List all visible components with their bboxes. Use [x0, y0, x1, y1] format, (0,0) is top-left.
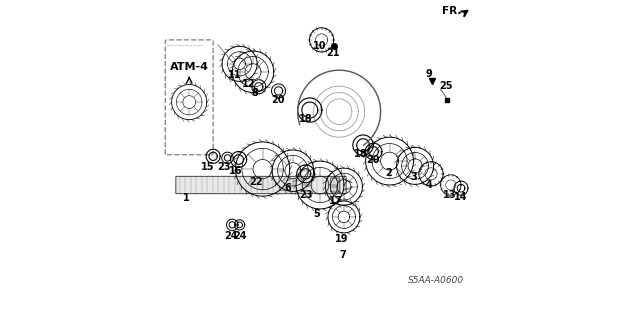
Text: 5: 5 [313, 209, 319, 219]
Text: 15: 15 [201, 162, 214, 172]
Text: 12: 12 [242, 79, 255, 89]
Text: S5AA-A0600: S5AA-A0600 [408, 276, 465, 285]
Text: 24: 24 [225, 231, 238, 241]
Text: 13: 13 [444, 190, 457, 200]
Text: 21: 21 [326, 48, 339, 58]
Text: 7: 7 [340, 250, 346, 260]
Text: 4: 4 [426, 180, 433, 190]
Text: ATM-4: ATM-4 [170, 62, 209, 72]
Text: 6: 6 [285, 183, 291, 193]
Text: 1: 1 [182, 193, 189, 203]
Text: FR.: FR. [442, 6, 461, 17]
Text: 3: 3 [410, 172, 417, 182]
Text: 8: 8 [251, 88, 258, 98]
Text: 17: 17 [328, 196, 342, 206]
FancyBboxPatch shape [165, 40, 213, 155]
Text: 16: 16 [228, 166, 242, 176]
Text: 23: 23 [217, 162, 230, 172]
Text: 18: 18 [354, 149, 367, 159]
Text: 18: 18 [299, 114, 312, 124]
Text: 11: 11 [228, 70, 241, 80]
Text: 24: 24 [233, 231, 246, 241]
FancyBboxPatch shape [176, 176, 346, 194]
Text: 22: 22 [250, 177, 263, 187]
Text: 20: 20 [366, 155, 380, 165]
Text: 20: 20 [271, 95, 285, 105]
Text: 2: 2 [385, 168, 392, 178]
Text: 25: 25 [439, 81, 452, 91]
Text: 19: 19 [335, 234, 348, 244]
Text: 14: 14 [454, 192, 468, 202]
Text: 9: 9 [426, 69, 433, 79]
Text: 23: 23 [299, 190, 312, 200]
Text: 10: 10 [312, 41, 326, 51]
FancyBboxPatch shape [330, 178, 340, 192]
